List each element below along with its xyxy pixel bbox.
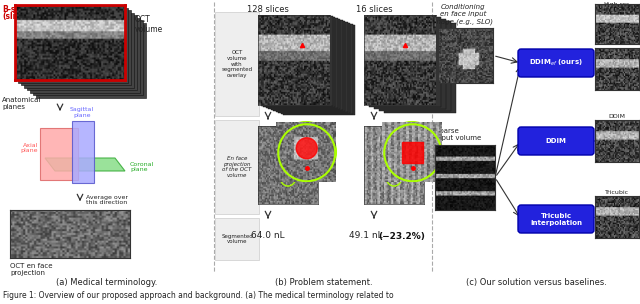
FancyBboxPatch shape [273, 21, 345, 111]
Text: High-res
reference: High-res reference [602, 2, 632, 13]
Text: DDIM: DDIM [609, 114, 625, 119]
Text: Conditioning
en face input
image (e.g., SLO): Conditioning en face input image (e.g., … [433, 4, 493, 25]
Text: 64.0 nL: 64.0 nL [251, 232, 285, 240]
FancyBboxPatch shape [215, 120, 259, 214]
Circle shape [296, 138, 317, 159]
Text: DDIM$_{ef}$ (ours): DDIM$_{ef}$ (ours) [595, 38, 639, 47]
Text: Coronal
plane: Coronal plane [130, 162, 154, 172]
FancyBboxPatch shape [268, 19, 340, 109]
Text: Sagittal
plane: Sagittal plane [70, 107, 94, 118]
FancyBboxPatch shape [518, 127, 594, 155]
FancyBboxPatch shape [280, 24, 353, 114]
FancyBboxPatch shape [27, 15, 137, 90]
FancyBboxPatch shape [266, 18, 337, 108]
FancyBboxPatch shape [263, 17, 335, 107]
Text: Tricubic: Tricubic [605, 190, 629, 195]
Bar [403, 142, 423, 163]
FancyBboxPatch shape [278, 23, 350, 113]
Text: 128 slices: 128 slices [247, 5, 289, 14]
Text: (−23.2%): (−23.2%) [379, 232, 426, 240]
FancyBboxPatch shape [72, 121, 94, 183]
Text: Axial
plane: Axial plane [20, 143, 38, 154]
Text: Anatomical
planes: Anatomical planes [2, 97, 42, 110]
Text: OCT en face
projection: OCT en face projection [10, 263, 52, 276]
FancyBboxPatch shape [275, 22, 348, 112]
FancyBboxPatch shape [40, 128, 78, 180]
Text: (c) Our solution versus baselines.: (c) Our solution versus baselines. [466, 278, 607, 287]
FancyBboxPatch shape [24, 12, 134, 88]
FancyBboxPatch shape [384, 23, 456, 113]
FancyBboxPatch shape [271, 20, 342, 110]
FancyBboxPatch shape [215, 218, 259, 260]
FancyBboxPatch shape [369, 17, 441, 107]
Text: Average over
this direction: Average over this direction [86, 195, 128, 206]
Text: Segmented
volume: Segmented volume [221, 233, 253, 244]
FancyBboxPatch shape [30, 18, 140, 92]
Text: OCT
volume: OCT volume [135, 15, 163, 34]
Text: (b) Problem statement.: (b) Problem statement. [275, 278, 372, 287]
Text: Tricubic
interpolation: Tricubic interpolation [530, 212, 582, 226]
FancyBboxPatch shape [18, 8, 128, 82]
Text: B-scan: B-scan [2, 5, 31, 14]
Text: DDIM$_{ef}$ (ours): DDIM$_{ef}$ (ours) [529, 58, 583, 68]
Text: Figure 1: Overview of our proposed approach and background. (a) The medical term: Figure 1: Overview of our proposed appro… [3, 291, 394, 300]
Text: 49.1 nL: 49.1 nL [349, 232, 383, 240]
FancyBboxPatch shape [215, 12, 259, 116]
Text: Sparse
input volume: Sparse input volume [435, 128, 481, 141]
FancyBboxPatch shape [283, 25, 355, 115]
Text: En face
projection
of the OCT
volume: En face projection of the OCT volume [222, 156, 252, 178]
Text: DDIM: DDIM [545, 138, 566, 144]
Text: (slice): (slice) [2, 12, 29, 21]
FancyBboxPatch shape [518, 205, 594, 233]
Polygon shape [45, 158, 125, 171]
FancyBboxPatch shape [379, 21, 451, 111]
Text: 16 slices: 16 slices [356, 5, 392, 14]
FancyBboxPatch shape [36, 22, 146, 98]
FancyBboxPatch shape [33, 20, 143, 95]
Text: OCT
volume
with
segmented
overlay: OCT volume with segmented overlay [221, 50, 253, 78]
FancyBboxPatch shape [21, 10, 131, 85]
FancyBboxPatch shape [518, 49, 594, 77]
FancyBboxPatch shape [374, 19, 446, 109]
FancyBboxPatch shape [260, 16, 333, 106]
Text: (a) Medical terminology.: (a) Medical terminology. [56, 278, 157, 287]
